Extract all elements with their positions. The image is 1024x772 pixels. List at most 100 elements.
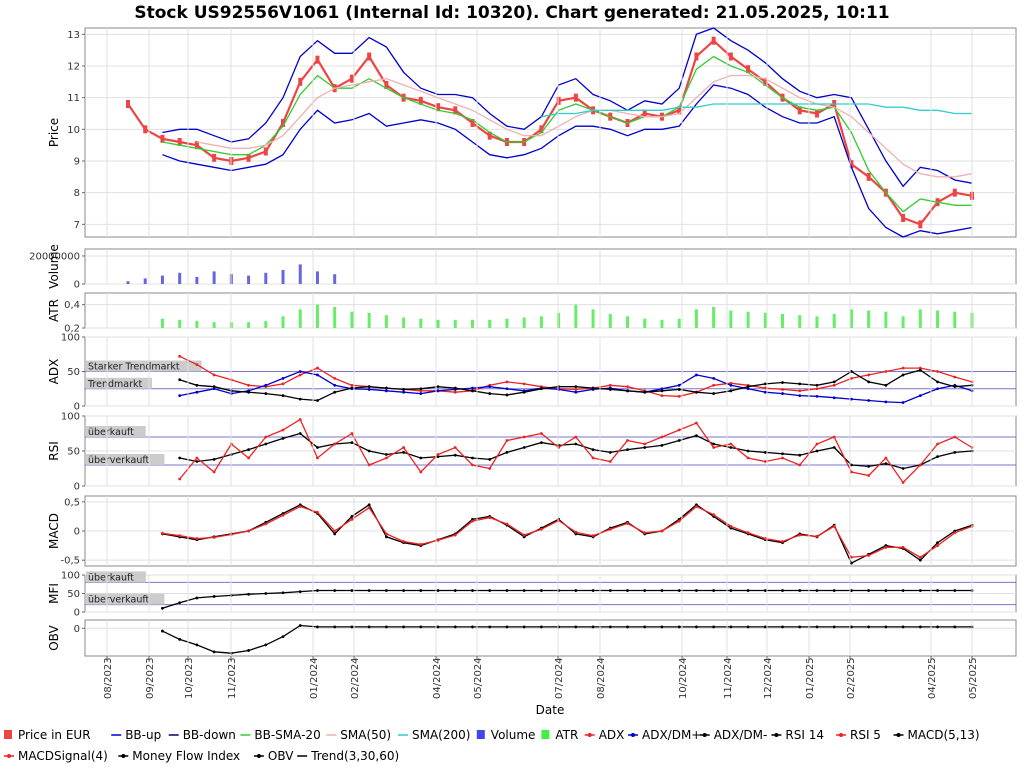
y-tick-label: 0,2 (64, 324, 80, 335)
data-point (867, 589, 871, 592)
data-point (643, 531, 647, 535)
data-point (608, 589, 612, 592)
data-point (419, 470, 423, 474)
y-tick-label: 0 (74, 280, 80, 291)
data-point (901, 401, 905, 404)
data-point (608, 460, 612, 463)
legend-item: BB-down (168, 728, 236, 742)
y-tick-label: 100 (61, 333, 80, 344)
data-point (281, 437, 285, 440)
data-point (591, 456, 595, 460)
data-point (488, 385, 492, 389)
data-point (677, 394, 681, 398)
data-point (867, 554, 871, 557)
data-point (384, 389, 388, 393)
panel-obv: 0 OBV (47, 619, 1017, 657)
data-point (384, 532, 388, 536)
data-point (591, 534, 595, 538)
bar (608, 314, 612, 328)
data-point (574, 625, 578, 629)
data-point (918, 558, 922, 562)
bar (781, 314, 785, 328)
data-point (867, 465, 871, 468)
data-point (488, 467, 492, 470)
data-point (212, 385, 216, 389)
data-point (712, 377, 716, 380)
legend-label: OBV (268, 749, 294, 763)
data-point (402, 625, 405, 629)
bar (505, 318, 509, 328)
data-point (453, 589, 457, 592)
y-axis-label: RSI (47, 441, 61, 461)
data-point (695, 390, 698, 394)
data-point (781, 540, 784, 543)
legend-label: RSI 5 (850, 728, 881, 742)
data-point (281, 377, 285, 380)
panel-adx: 0 50 100 ADX Starker Trendmarkt Trendmarkt (47, 333, 1017, 413)
data-point (505, 439, 509, 442)
data-point (867, 380, 871, 384)
legend-item: Volume (476, 728, 535, 742)
data-point (367, 589, 371, 592)
bar (643, 318, 647, 328)
data-point (419, 392, 423, 395)
data-point (488, 625, 492, 629)
bar (247, 322, 251, 328)
bar (626, 316, 630, 328)
data-point (367, 388, 371, 391)
y-tick-label: 50 (67, 367, 80, 378)
data-point (350, 517, 354, 521)
data-point (574, 442, 578, 446)
legend-label: SMA(200) (412, 728, 470, 742)
x-tick-label: 08/2024 (596, 657, 607, 699)
data-point (936, 380, 939, 384)
data-point (350, 432, 354, 435)
data-point (608, 388, 612, 391)
data-point (591, 625, 595, 629)
data-point (884, 456, 888, 460)
data-point (832, 435, 836, 439)
data-point (608, 383, 612, 387)
data-point (384, 589, 388, 592)
data-point (798, 389, 802, 393)
data-point (522, 446, 526, 449)
data-point (436, 453, 440, 456)
data-point (367, 385, 371, 389)
legend-marker (702, 733, 707, 737)
data-point (505, 625, 509, 629)
legend-item: Money Flow Index (118, 749, 240, 763)
price-candle (263, 147, 268, 156)
price-candle (487, 131, 492, 140)
data-point (350, 625, 354, 629)
data-point (781, 452, 784, 456)
data-point (936, 589, 939, 592)
data-point (884, 383, 888, 387)
data-point (505, 451, 509, 454)
data-point (247, 529, 250, 533)
threshold-label: überverkauft (88, 595, 150, 606)
data-point (695, 421, 698, 425)
panel-price: 7 8 9 10 11 12 13 Price (47, 27, 1017, 238)
x-tick-label: 08/2023 (103, 657, 114, 699)
legend-item: ATR (541, 728, 578, 742)
x-tick-label: 02/2025 (846, 657, 857, 699)
data-point (867, 625, 871, 629)
data-point (712, 383, 716, 387)
bar (195, 321, 199, 328)
legend-label: BB-up (125, 728, 161, 742)
data-point (936, 625, 939, 629)
y-tick-label: 100 (61, 412, 80, 423)
data-point (316, 373, 319, 377)
bar (436, 319, 440, 328)
data-point (901, 366, 905, 370)
data-point (178, 477, 182, 481)
data-point (953, 375, 957, 379)
data-point (660, 589, 664, 592)
x-tick-label: 05/2025 (968, 657, 979, 699)
data-point (850, 589, 853, 592)
data-point (574, 435, 578, 439)
bar (539, 316, 543, 328)
data-point (212, 387, 216, 391)
legend-marker (121, 754, 126, 758)
